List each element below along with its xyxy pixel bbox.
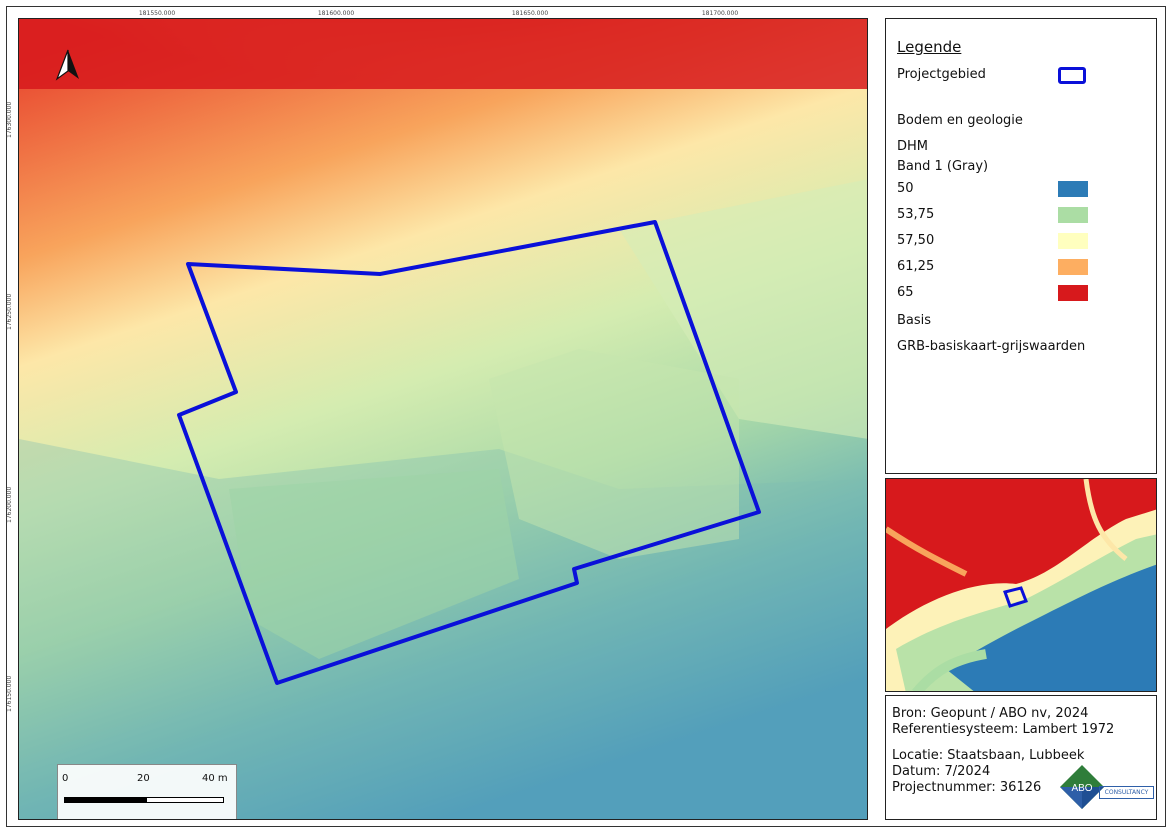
legend-class-label: 53,75 [897, 207, 935, 222]
legend-group-soil: Bodem en geologie [897, 113, 1023, 128]
legend-panel: Legende Projectgebied Bodem en geologie … [885, 18, 1157, 474]
x-tick-label: 181550.000 [138, 10, 176, 17]
x-tick-label: 181600.000 [317, 10, 355, 17]
legend-class-label: 61,25 [897, 259, 935, 274]
overview-raster [886, 479, 1156, 691]
legend-layer-dhm: DHM [897, 139, 929, 154]
elevation-map[interactable]: 0 20 40 m [18, 18, 868, 820]
x-tick-label: 181650.000 [511, 10, 549, 17]
project-area-swatch [1058, 67, 1086, 84]
date-text: Datum: 7/2024 [892, 764, 991, 779]
y-tick-label: 176200.000 [6, 486, 13, 523]
legend-band: Band 1 (Gray) [897, 159, 989, 174]
logo-tagline: CONSULTANCY [1099, 786, 1154, 799]
abo-logo: ABO [1060, 765, 1104, 809]
legend-class-swatch [1058, 233, 1088, 249]
legend-class-label: 65 [897, 285, 914, 300]
y-tick-label: 176150.000 [6, 675, 13, 712]
legend-group-base: Basis [897, 313, 932, 328]
location-text: Locatie: Staatsbaan, Lubbeek [892, 748, 1085, 763]
legend-class-swatch [1058, 207, 1088, 223]
map-layout-frame [6, 6, 1166, 827]
scale-bar-segment-empty [146, 797, 224, 803]
legend-project-area-label: Projectgebied [897, 67, 986, 82]
y-tick-label: 176300.000 [6, 101, 13, 138]
overview-project-marker [1003, 586, 1028, 608]
elevation-raster [19, 19, 867, 819]
crs-text: Referentiesysteem: Lambert 1972 [892, 722, 1115, 737]
north-arrow-icon [55, 49, 79, 81]
scale-bar: 0 20 40 m [57, 764, 237, 819]
project-number-text: Projectnummer: 36126 [892, 780, 1042, 795]
legend-class-label: 50 [897, 181, 914, 196]
legend-base-layer: GRB-basiskaart-grijswaarden [897, 339, 1086, 354]
project-area-polygon [177, 220, 761, 685]
map-info-panel: Bron: Geopunt / ABO nv, 2024 Referenties… [885, 695, 1157, 820]
scale-label-20: 20 [137, 773, 150, 784]
legend-class-swatch [1058, 181, 1088, 197]
overview-map[interactable] [885, 478, 1157, 692]
x-tick-label: 181700.000 [701, 10, 739, 17]
legend-title: Legende [897, 38, 962, 56]
legend-class-label: 57,50 [897, 233, 935, 248]
y-tick-label: 176250.000 [6, 293, 13, 330]
legend-class-swatch [1058, 259, 1088, 275]
svg-text:ABO: ABO [1071, 783, 1092, 794]
scale-label-0: 0 [62, 773, 69, 784]
legend-class-swatch [1058, 285, 1088, 301]
scale-label-40: 40 m [202, 773, 228, 784]
scale-bar-segment-filled [64, 797, 146, 803]
source-text: Bron: Geopunt / ABO nv, 2024 [892, 706, 1089, 721]
